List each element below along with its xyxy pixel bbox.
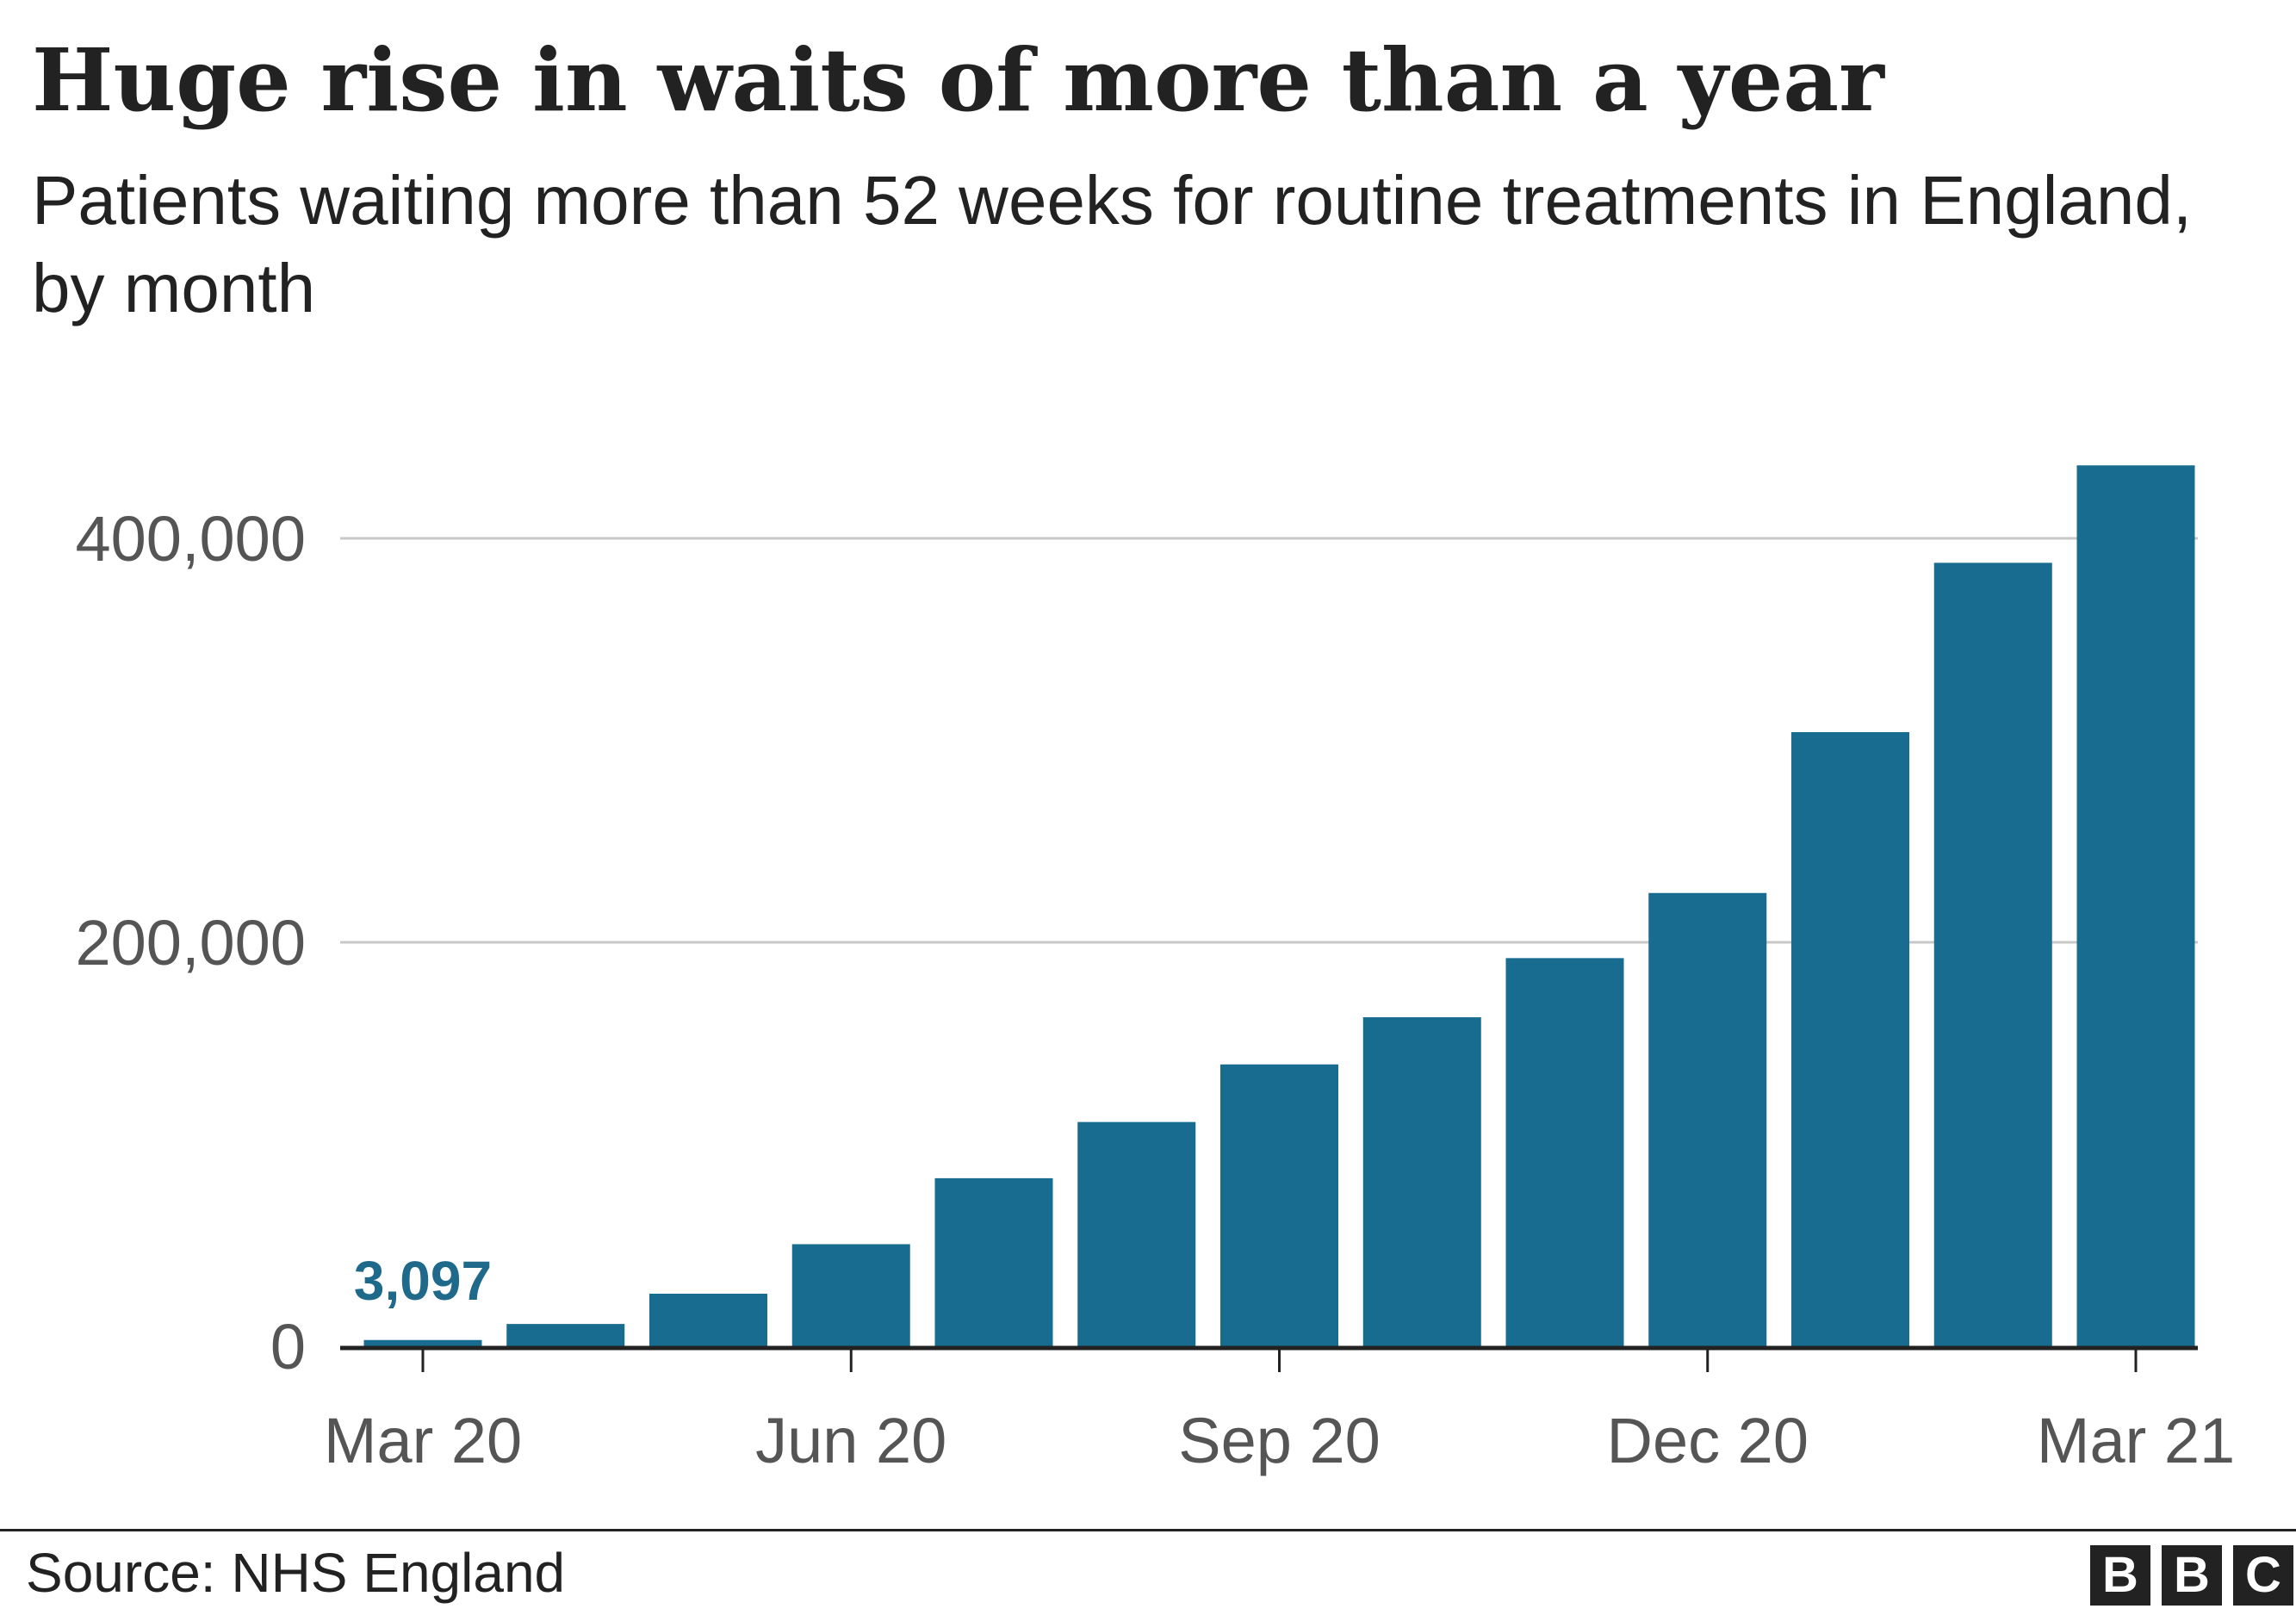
x-tick-label: Mar 20: [324, 1405, 522, 1476]
bbc-logo: B B C: [2090, 1545, 2293, 1606]
bar-apr-20: [506, 1324, 625, 1346]
chart-title: Huge rise in waits of more than a year: [32, 29, 1884, 131]
x-tick-label: Sep 20: [1178, 1405, 1381, 1476]
bar-nov-20: [1505, 958, 1624, 1346]
bar-chart: 0 200,000 400,000 Mar 20 Jun 20 Sep 20 Dec 20 M…: [76, 465, 2235, 1476]
bar-oct-20: [1362, 1017, 1481, 1346]
bar-mar-21: [2076, 465, 2195, 1346]
bar-sep-20: [1220, 1064, 1338, 1346]
bar-feb-21: [1933, 562, 2052, 1346]
y-tick-label: 0: [270, 1311, 306, 1382]
footer-divider: [0, 1529, 2296, 1531]
bar-mar-20: [363, 1339, 482, 1346]
bar-jan-21: [1791, 732, 1909, 1346]
bar-may-20: [649, 1293, 767, 1346]
y-tick-label: 200,000: [76, 907, 307, 978]
bar-aug-20: [1077, 1121, 1196, 1346]
x-tick-label: Mar 21: [2037, 1405, 2235, 1476]
logo-letter-3: C: [2233, 1545, 2293, 1606]
logo-letter-1: B: [2090, 1545, 2150, 1606]
chart-subtitle: Patients waiting more than 52 weeks for …: [32, 162, 2193, 326]
logo-letter-2: B: [2162, 1545, 2222, 1606]
bar-jul-20: [934, 1177, 1053, 1346]
data-label: 3,097: [354, 1250, 492, 1312]
bar-jun-20: [791, 1244, 910, 1346]
x-tick-label: Jun 20: [755, 1405, 946, 1476]
x-tick-label: Dec 20: [1607, 1405, 1809, 1476]
bar-dec-20: [1648, 892, 1767, 1346]
y-tick-label: 400,000: [76, 503, 307, 575]
source-note: Source: NHS England: [26, 1542, 566, 1604]
